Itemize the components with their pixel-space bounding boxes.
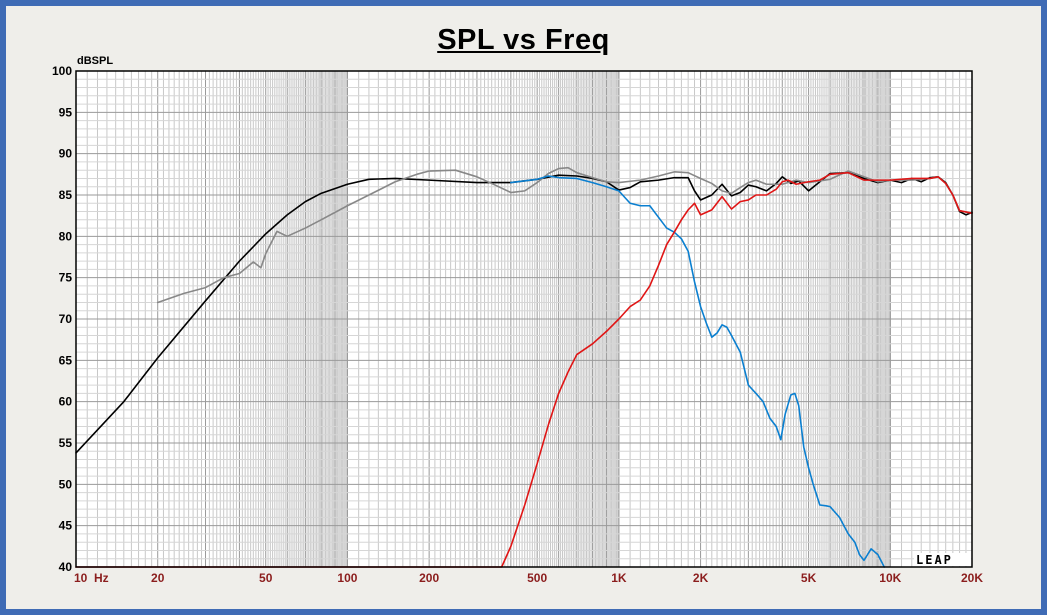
grid: [75, 70, 973, 568]
y-axis-label: dBSPL: [77, 55, 113, 67]
x-tick-label: 20: [151, 571, 165, 585]
y-tick-label: 45: [59, 519, 73, 533]
y-tick-label: 65: [59, 353, 73, 367]
x-tick-label: 500: [527, 571, 547, 585]
curves: [75, 166, 973, 568]
plot-border: [75, 70, 973, 568]
y-tick-label: 100: [52, 64, 72, 78]
x-tick-label: 10 Hz: [74, 571, 109, 585]
watermark-leap: LEAP: [916, 553, 953, 567]
y-tick-label: 70: [59, 312, 73, 326]
x-tick-label: 1K: [611, 571, 627, 585]
series-line-2: [510, 175, 886, 568]
x-tick-label: 5K: [801, 571, 817, 585]
y-tick-label: 40: [59, 560, 73, 574]
x-tick-label: 200: [419, 571, 439, 585]
x-tick-label: 100: [337, 571, 357, 585]
series-line-1: [156, 166, 973, 304]
y-tick-label: 75: [59, 271, 73, 285]
y-tick-label: 60: [59, 395, 73, 409]
x-tick-label: 10K: [879, 571, 901, 585]
series-line-3: [75, 171, 973, 568]
y-tick-label: 95: [59, 105, 73, 119]
series-line-0: [75, 171, 973, 454]
x-tick-label: 2K: [693, 571, 709, 585]
x-tick-label: 50: [259, 571, 273, 585]
chart-title: SPL vs Freq: [437, 24, 610, 56]
x-tick-labels: 10 Hz 20 50 100 200 500 1K 2K 5K 10K 20K: [74, 571, 983, 585]
x-tick-label: 20K: [961, 571, 983, 585]
y-tick-label: 50: [59, 477, 73, 491]
y-tick-label: 90: [59, 147, 73, 161]
y-tick-labels: 100 95 90 85 80 75 70 65 60 55 50 45 40: [52, 64, 72, 574]
y-tick-label: 55: [59, 436, 73, 450]
y-tick-label: 85: [59, 188, 73, 202]
y-tick-label: 80: [59, 229, 73, 243]
watermark-box: [914, 553, 971, 566]
